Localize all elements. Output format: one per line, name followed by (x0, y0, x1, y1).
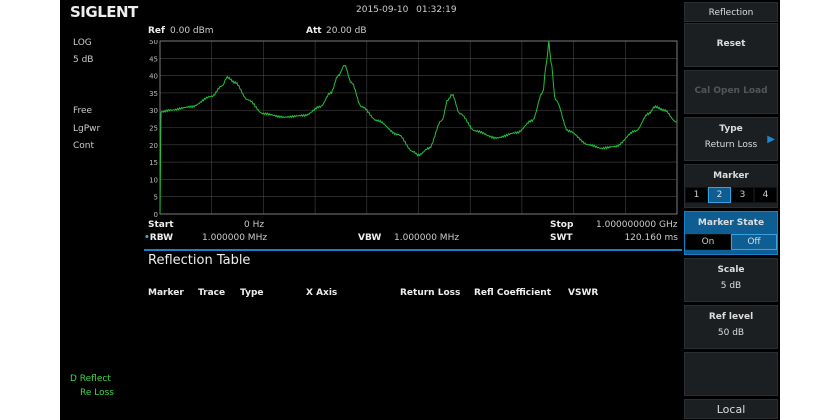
ref-level-label: Ref level (708, 312, 754, 322)
datetime: 2015-09-10 01:32:19 (356, 5, 457, 15)
y-tick-label: 35 (149, 90, 158, 98)
marker-state-options: On Off (685, 234, 777, 250)
y-tick-label: 0 (154, 211, 158, 219)
marker-option-4[interactable]: 4 (754, 187, 777, 203)
marker-state-toggle[interactable]: Marker State On Off (684, 211, 778, 255)
y-tick-label: 15 (149, 159, 158, 167)
divider (144, 249, 682, 251)
empty-softkey[interactable] (684, 352, 778, 396)
y-tick-label: 25 (149, 125, 158, 133)
scale-type: LOG (73, 38, 92, 48)
column-header: Type (240, 288, 264, 298)
column-header: VSWR (568, 288, 599, 298)
cal-label: Cal Open Load (694, 86, 768, 96)
state-on[interactable]: On (685, 234, 731, 250)
mode-line1: D Reflect (70, 374, 111, 384)
stop-value[interactable]: 1.000000000 GHz (596, 220, 678, 230)
y-tick-label: 20 (149, 142, 158, 150)
ref-value[interactable]: 0.00 dBm (170, 26, 214, 36)
vbw-value[interactable]: 1.000000 MHz (394, 233, 460, 243)
detector-mode: LgPwr (73, 124, 101, 134)
scale-value: 5 dB (720, 281, 742, 291)
scale-label: Scale (717, 265, 745, 275)
att-value[interactable]: 20.00 dB (326, 26, 367, 36)
reset-label: Reset (716, 39, 746, 49)
ref-level-button[interactable]: Ref level 50 dB (684, 305, 778, 349)
siglent-logo: SIGLENT (70, 3, 138, 21)
reset-button[interactable]: Reset (684, 23, 778, 67)
column-header: Return Loss (400, 288, 461, 298)
menu-title: Reflection (684, 2, 778, 22)
swt-value[interactable]: 120.160 ms (624, 233, 678, 243)
type-label: Type (719, 124, 743, 134)
scale-div: 5 dB (73, 55, 94, 65)
marker-option-3[interactable]: 3 (731, 187, 754, 203)
y-tick-label: 50 (149, 40, 158, 46)
plot-frame (159, 40, 678, 215)
column-header: X Axis (306, 288, 338, 298)
type-button[interactable]: Type Return Loss ▶ (684, 117, 778, 161)
y-tick-label: 10 (149, 176, 158, 184)
start-value[interactable]: 0 Hz (244, 220, 265, 230)
vbw-label: VBW (358, 233, 382, 243)
table-title: Reflection Table (148, 253, 251, 268)
y-tick-label: 30 (149, 107, 158, 115)
trigger-mode: Free (73, 106, 93, 116)
analyzer-screen: SIGLENT 2015-09-10 01:32:19 Ref 0.00 dBm… (60, 0, 780, 420)
rbw-value[interactable]: 1.000000 MHz (202, 233, 268, 243)
att-label: Att (306, 26, 322, 36)
marker-option-2[interactable]: 2 (708, 187, 731, 203)
arrow-right-icon: ▶ (767, 134, 775, 145)
local-button[interactable]: Local (684, 399, 778, 419)
stop-label: Stop (550, 220, 574, 230)
ref-label: Ref (148, 26, 165, 36)
trace-line (159, 40, 678, 215)
softkey-panel: Reflection Reset Cal Open Load Type Retu… (682, 0, 780, 420)
start-label: Start (148, 220, 174, 230)
rbw-label: •RBW (144, 233, 173, 243)
y-tick-label: 45 (149, 55, 158, 63)
spectrum-plot[interactable]: 0 5 10 15 20 25 30 35 40 45 50 (148, 40, 678, 220)
swt-label: SWT (550, 233, 573, 243)
y-tick-label: 5 (154, 194, 158, 202)
state-off[interactable]: Off (731, 234, 777, 250)
marker-option-1[interactable]: 1 (685, 187, 708, 203)
type-value: Return Loss (704, 140, 758, 150)
sweep-mode: Cont (73, 141, 95, 151)
column-header: Trace (198, 288, 226, 298)
rbw-label-text: RBW (149, 233, 173, 243)
column-header: Refl Coefficient (474, 288, 552, 298)
marker-state-label: Marker State (697, 218, 765, 228)
mode-line2: Re Loss (80, 388, 114, 398)
cal-open-load-button[interactable]: Cal Open Load (684, 70, 778, 114)
y-tick-label: 40 (149, 73, 158, 81)
scale-button[interactable]: Scale 5 dB (684, 258, 778, 302)
column-header: Marker (148, 288, 184, 298)
marker-label: Marker (713, 171, 749, 181)
ref-level-value: 50 dB (717, 328, 745, 338)
